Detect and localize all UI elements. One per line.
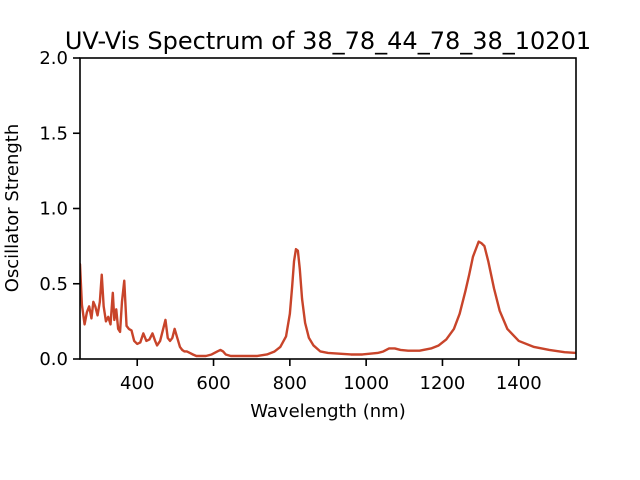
x-tick-label: 1000 xyxy=(343,373,389,394)
x-tick-label: 800 xyxy=(273,373,307,394)
y-tick-label: 1.5 xyxy=(39,123,68,144)
y-tick-label: 2.0 xyxy=(39,48,68,69)
x-tick-label: 400 xyxy=(120,373,154,394)
x-tick-label: 1200 xyxy=(420,373,466,394)
y-tick-label: 0.5 xyxy=(39,274,68,295)
x-axis-label: Wavelength (nm) xyxy=(250,401,406,422)
chart-title: UV-Vis Spectrum of 38_78_44_78_38_10201 xyxy=(65,27,591,55)
x-tick-label: 600 xyxy=(196,373,230,394)
y-tick-label: 0.0 xyxy=(39,349,68,370)
y-tick-label: 1.0 xyxy=(39,199,68,220)
series-line xyxy=(80,240,576,358)
x-tick-label: 1400 xyxy=(496,373,542,394)
y-axis-label: Oscillator Strength xyxy=(2,124,23,293)
